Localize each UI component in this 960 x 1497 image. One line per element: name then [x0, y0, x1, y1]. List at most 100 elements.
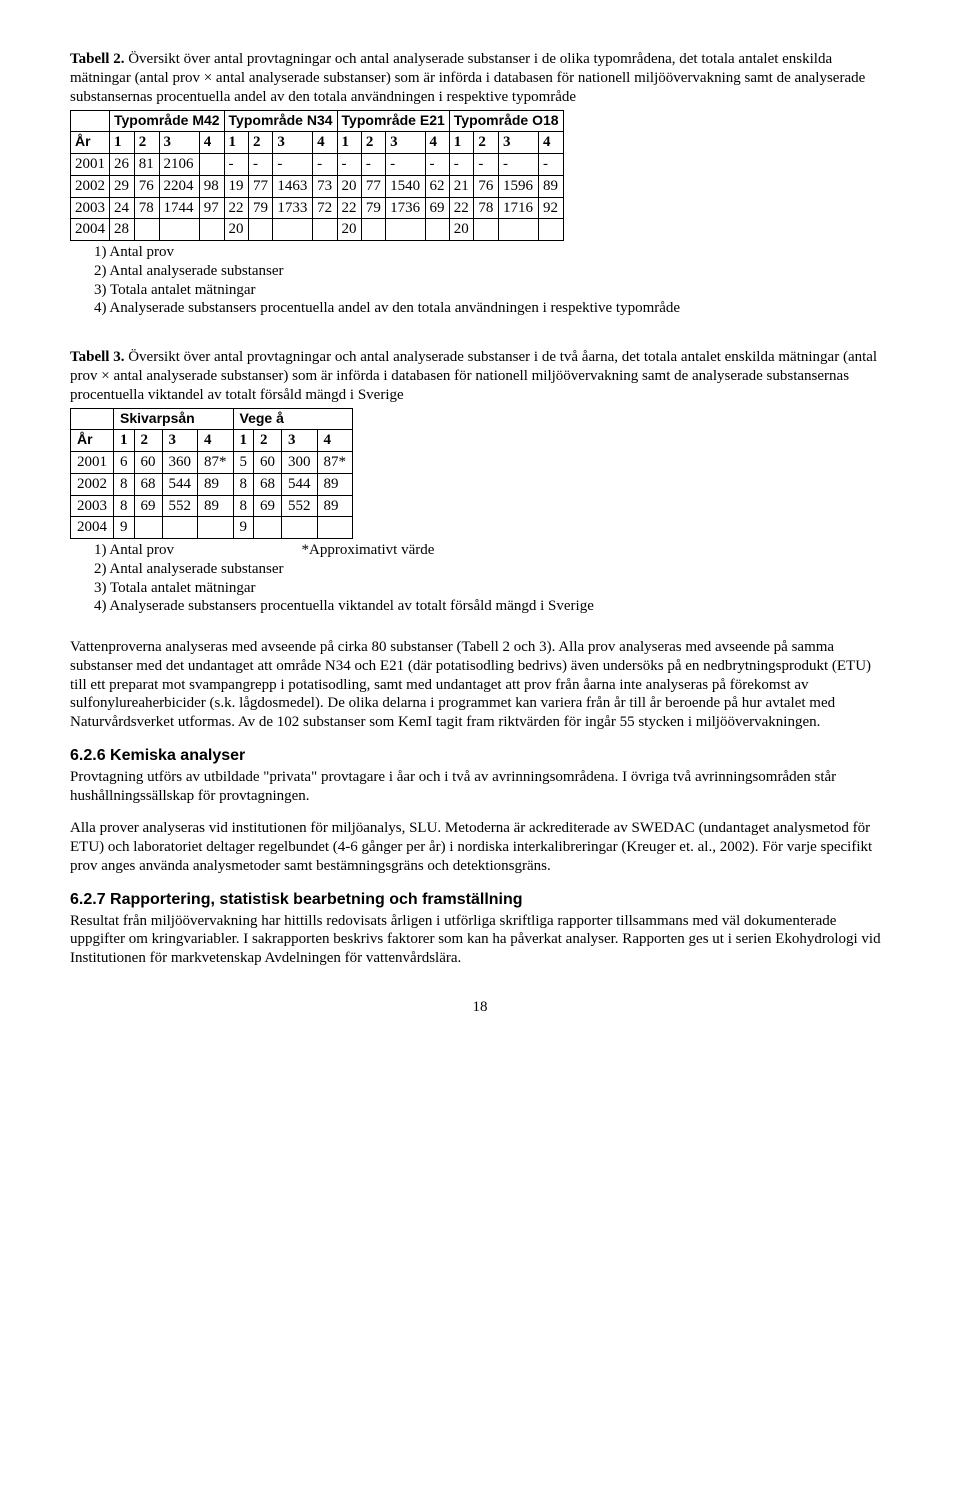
- paragraph-3: Alla prover analyseras vid institutionen…: [70, 819, 890, 875]
- cell: 79: [248, 197, 272, 219]
- cell-sub: 1: [224, 132, 248, 154]
- table-row: 2002 29 76 2204 98 19 77 1463 73 20 77 1…: [71, 175, 564, 197]
- cell: 1596: [498, 175, 538, 197]
- table-row: År 1 2 3 4 1 2 3 4: [71, 430, 353, 452]
- cell-year-header: År: [71, 430, 114, 452]
- cell: 60: [134, 452, 162, 474]
- tabell3-table: Skivarpsån Vege å År 1 2 3 4 1 2 3 4 200…: [70, 408, 353, 539]
- tabell3-block: Tabell 3. Översikt över antal provtagnin…: [70, 348, 890, 616]
- cell: 62: [425, 175, 449, 197]
- tabell2-notes: 1) Antal prov 2) Antal analyserade subst…: [70, 243, 890, 318]
- cell: 2001: [71, 452, 114, 474]
- cell: [254, 517, 282, 539]
- cell: -: [337, 154, 361, 176]
- cell-year-header: År: [71, 132, 110, 154]
- cell-sub: 3: [498, 132, 538, 154]
- cell-sub: 3: [282, 430, 318, 452]
- cell: [162, 517, 198, 539]
- note: 1) Antal prov: [94, 243, 890, 262]
- cell-sub: 3: [159, 132, 199, 154]
- cell-sub: 2: [474, 132, 499, 154]
- cell: [134, 219, 159, 241]
- cell-group: Vege å: [233, 409, 353, 430]
- cell: [474, 219, 499, 241]
- paragraph-2: Provtagning utförs av utbildade "privata…: [70, 768, 890, 806]
- cell: 77: [361, 175, 385, 197]
- table-row: Skivarpsån Vege å: [71, 409, 353, 430]
- cell-sub: 4: [538, 132, 563, 154]
- tabell3-caption-text: Översikt över antal provtagningar och an…: [70, 349, 877, 403]
- cell: 60: [254, 452, 282, 474]
- cell: 87*: [198, 452, 234, 474]
- cell-sub: 2: [254, 430, 282, 452]
- table-row: 2001 6 60 360 87* 5 60 300 87*: [71, 452, 353, 474]
- cell: 87*: [317, 452, 353, 474]
- cell: 8: [233, 495, 254, 517]
- cell: [361, 219, 385, 241]
- cell: 1540: [386, 175, 425, 197]
- cell: 21: [449, 175, 474, 197]
- cell: 20: [449, 219, 474, 241]
- cell: 24: [110, 197, 135, 219]
- cell: 1744: [159, 197, 199, 219]
- cell-group: Typområde O18: [449, 111, 563, 132]
- cell: 8: [114, 495, 135, 517]
- cell: 22: [449, 197, 474, 219]
- table-row: År 1 2 3 4 1 2 3 4 1 2 3 4 1 2 3 4: [71, 132, 564, 154]
- cell: [159, 219, 199, 241]
- cell: 78: [134, 197, 159, 219]
- cell: 69: [254, 495, 282, 517]
- cell: 92: [538, 197, 563, 219]
- cell-sub: 1: [114, 430, 135, 452]
- tabell2-table: Typområde M42 Typområde N34 Typområde E2…: [70, 110, 564, 241]
- cell: 300: [282, 452, 318, 474]
- table-row: 2003 8 69 552 89 8 69 552 89: [71, 495, 353, 517]
- cell: 89: [317, 473, 353, 495]
- cell: [425, 219, 449, 241]
- cell: 89: [538, 175, 563, 197]
- cell: 81: [134, 154, 159, 176]
- cell: [538, 219, 563, 241]
- cell: 79: [361, 197, 385, 219]
- cell: 98: [199, 175, 224, 197]
- cell: 2002: [71, 175, 110, 197]
- cell: 69: [425, 197, 449, 219]
- cell: 1733: [273, 197, 313, 219]
- cell-sub: 4: [199, 132, 224, 154]
- cell-sub: 4: [425, 132, 449, 154]
- note: *Approximativt värde: [302, 542, 435, 558]
- cell-group: Typområde E21: [337, 111, 449, 132]
- table-row: 2002 8 68 544 89 8 68 544 89: [71, 473, 353, 495]
- table-row: 2001 26 81 2106 - - - - - - - - - - - -: [71, 154, 564, 176]
- cell: 73: [313, 175, 337, 197]
- cell: 9: [114, 517, 135, 539]
- cell: 2204: [159, 175, 199, 197]
- cell: 72: [313, 197, 337, 219]
- cell: 20: [337, 219, 361, 241]
- cell: 26: [110, 154, 135, 176]
- cell: 69: [134, 495, 162, 517]
- tabell2-caption: Tabell 2. Översikt över antal provtagnin…: [70, 50, 890, 106]
- cell-sub: 3: [386, 132, 425, 154]
- cell-sub: 2: [361, 132, 385, 154]
- cell: -: [361, 154, 385, 176]
- cell-sub: 1: [337, 132, 361, 154]
- cell: -: [248, 154, 272, 176]
- cell: 544: [162, 473, 198, 495]
- cell-sub: 2: [248, 132, 272, 154]
- cell: 29: [110, 175, 135, 197]
- cell: 360: [162, 452, 198, 474]
- cell: -: [498, 154, 538, 176]
- cell: -: [538, 154, 563, 176]
- cell-sub: 1: [233, 430, 254, 452]
- cell-sub: 3: [162, 430, 198, 452]
- cell: 8: [233, 473, 254, 495]
- cell: [282, 517, 318, 539]
- cell: -: [386, 154, 425, 176]
- cell: 2004: [71, 517, 114, 539]
- tabell2-caption-text: Översikt över antal provtagningar och an…: [70, 51, 865, 105]
- cell: 2106: [159, 154, 199, 176]
- table-row: Typområde M42 Typområde N34 Typområde E2…: [71, 111, 564, 132]
- cell: 2001: [71, 154, 110, 176]
- cell: 19: [224, 175, 248, 197]
